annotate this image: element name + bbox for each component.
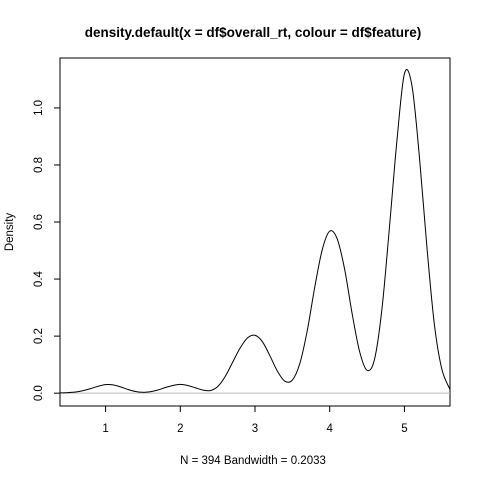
chart-title: density.default(x = df$overall_rt, colou… bbox=[85, 25, 422, 40]
y-axis: 0.0 0.2 0.4 0.6 0.8 1.0 bbox=[33, 100, 61, 401]
x-axis-label: N = 394 Bandwidth = 0.2033 bbox=[180, 455, 326, 467]
y-tick-label: 0.2 bbox=[33, 328, 45, 344]
y-tick-label: 0.6 bbox=[33, 214, 45, 230]
y-axis-label: Density bbox=[4, 213, 16, 252]
y-tick-label: 0.0 bbox=[33, 385, 45, 401]
y-tick-label: 0.4 bbox=[33, 270, 45, 287]
x-tick-label: 1 bbox=[102, 423, 108, 435]
y-tick-label: 0.8 bbox=[33, 157, 45, 173]
x-tick-label: 3 bbox=[252, 423, 258, 435]
density-curve bbox=[59, 69, 451, 394]
x-tick-label: 2 bbox=[177, 423, 183, 435]
x-tick-label: 4 bbox=[327, 423, 334, 435]
x-axis: 1 2 3 4 5 bbox=[102, 405, 408, 435]
x-tick-label: 5 bbox=[401, 423, 407, 435]
y-tick-label: 1.0 bbox=[33, 100, 45, 116]
